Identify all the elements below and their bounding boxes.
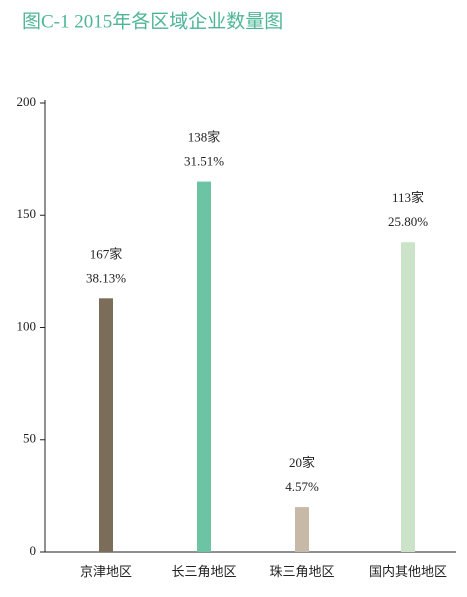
bar-annotation: 31.51%	[184, 154, 224, 169]
bar	[99, 298, 113, 552]
bar-annotation: 38.13%	[86, 270, 126, 285]
bar	[295, 507, 309, 552]
x-tick-label: 珠三角地区	[269, 564, 334, 579]
bar-annotation: 25.80%	[388, 214, 428, 229]
x-tick-label: 京津地区	[80, 564, 132, 579]
y-tick-label: 150	[17, 206, 37, 221]
y-tick-label: 50	[23, 431, 36, 446]
bar-annotation: 167家	[90, 246, 123, 261]
x-tick-label: 国内其他地区	[369, 564, 447, 579]
chart-title: 图C-1 2015年各区域企业数量图	[22, 10, 283, 32]
bar-annotation: 113家	[392, 190, 424, 205]
y-tick-label: 0	[30, 543, 37, 558]
y-tick-label: 200	[17, 94, 37, 109]
bar	[197, 181, 211, 552]
y-tick-label: 100	[17, 318, 37, 333]
bar-annotation: 138家	[188, 130, 221, 145]
bar-annotation: 20家	[289, 455, 315, 470]
x-tick-label: 长三角地区	[171, 564, 236, 579]
bar-annotation: 4.57%	[285, 479, 319, 494]
bar	[401, 242, 415, 552]
